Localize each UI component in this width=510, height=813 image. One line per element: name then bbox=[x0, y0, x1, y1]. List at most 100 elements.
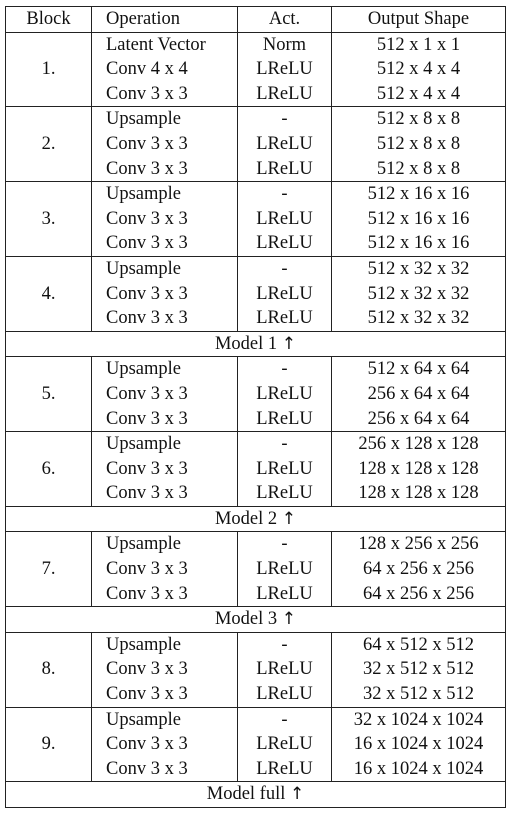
activation-line: LReLU bbox=[256, 208, 313, 229]
output-shape-line: 512 x 8 x 8 bbox=[376, 109, 461, 130]
operation-line: Conv 3 x 3 bbox=[106, 684, 188, 705]
operation-line: Upsample bbox=[106, 534, 182, 555]
output-shape-line: 512 x 1 x 1 bbox=[376, 34, 461, 55]
up-arrow-icon: ↑ bbox=[290, 784, 305, 805]
activation-line: LReLU bbox=[256, 408, 313, 429]
activation-line: LReLU bbox=[256, 483, 313, 504]
activation-line: LReLU bbox=[256, 758, 313, 779]
activation-cell: - LReLU LReLU bbox=[237, 431, 332, 507]
output-shape-cell: 512 x 1 x 1 512 x 4 x 4 512 x 4 x 4 bbox=[331, 31, 506, 108]
model-separator: Model 1 ↑ bbox=[5, 330, 506, 358]
output-shape-line: 64 x 512 x 512 bbox=[363, 634, 474, 655]
operation-line: Conv 3 x 3 bbox=[106, 734, 188, 755]
activation-cell: - LReLU LReLU bbox=[237, 531, 332, 608]
activation-line: - bbox=[281, 634, 288, 655]
output-shape-cell: 32 x 1024 x 1024 16 x 1024 x 1024 16 x 102… bbox=[331, 706, 506, 783]
header-block: Block bbox=[5, 6, 92, 33]
model-row: Model full ↑ bbox=[5, 781, 506, 808]
block-number: 3. bbox=[5, 181, 92, 257]
output-shape-cell: 512 x 16 x 16 512 x 16 x 16 512 x 16 x 16 bbox=[331, 181, 506, 257]
output-shape-line: 32 x 512 x 512 bbox=[363, 659, 474, 680]
up-arrow-icon: ↑ bbox=[281, 508, 297, 529]
activation-line: LReLU bbox=[256, 233, 313, 254]
activation-line: - bbox=[281, 258, 288, 279]
activation-line: - bbox=[281, 184, 288, 205]
block-number: 5. bbox=[5, 356, 92, 433]
activation-line: LReLU bbox=[256, 458, 313, 479]
block-row: 7. Upsample Conv 3 x 3 Conv 3 x 3 - LReLU LReL… bbox=[5, 531, 506, 608]
operation-cell: Upsample Conv 3 x 3 Conv 3 x 3 bbox=[91, 356, 238, 433]
output-shape-line: 512 x 8 x 8 bbox=[376, 133, 461, 154]
activation-line: LReLU bbox=[256, 283, 313, 304]
up-arrow-icon: ↑ bbox=[281, 333, 297, 354]
activation-line: - bbox=[281, 709, 288, 730]
block-number: 6. bbox=[5, 431, 92, 507]
model-separator: Model full ↑ bbox=[5, 781, 506, 808]
activation-line: LReLU bbox=[256, 734, 313, 755]
operation-cell: Upsample Conv 3 x 3 Conv 3 x 3 bbox=[91, 106, 238, 183]
activation-cell: - LReLU LReLU bbox=[237, 181, 332, 257]
output-shape-line: 512 x 4 x 4 bbox=[376, 59, 461, 80]
output-shape-cell: 128 x 256 x 256 64 x 256 x 256 64 x 256 x … bbox=[331, 531, 506, 608]
operation-line: Upsample bbox=[106, 258, 182, 279]
output-shape-line: 512 x 32 x 32 bbox=[367, 308, 470, 329]
activation-line: LReLU bbox=[256, 59, 313, 80]
output-shape-line: 64 x 256 x 256 bbox=[363, 583, 474, 604]
block-row: 4. Upsample Conv 3 x 3 Conv 3 x 3 - LReLU LReL… bbox=[5, 255, 506, 332]
output-shape-cell: 512 x 64 x 64 256 x 64 x 64 256 x 64 x 64 bbox=[331, 356, 506, 433]
operation-line: Conv 3 x 3 bbox=[106, 158, 188, 179]
block-row: 3. Upsample Conv 3 x 3 Conv 3 x 3 - LReLU LReL… bbox=[5, 181, 506, 257]
header-operation: Operation bbox=[91, 6, 238, 33]
activation-line: LReLU bbox=[256, 308, 313, 329]
model-separator: Model 3 ↑ bbox=[5, 606, 506, 633]
model-label: Model full bbox=[206, 784, 286, 805]
block-number: 7. bbox=[5, 531, 92, 608]
model-row: Model 3 ↑ bbox=[5, 606, 506, 633]
operation-cell: Upsample Conv 3 x 3 Conv 3 x 3 bbox=[91, 255, 238, 332]
activation-cell: - LReLU LReLU bbox=[237, 106, 332, 183]
output-shape-line: 128 x 256 x 256 bbox=[358, 534, 479, 555]
operation-line: Conv 3 x 3 bbox=[106, 559, 188, 580]
activation-line: LReLU bbox=[256, 659, 313, 680]
operation-line: Conv 3 x 3 bbox=[106, 659, 188, 680]
activation-cell: - LReLU LReLU bbox=[237, 356, 332, 433]
activation-cell: Norm LReLU LReLU bbox=[237, 31, 332, 108]
model-row: Model 2 ↑ bbox=[5, 505, 506, 533]
output-shape-line: 512 x 32 x 32 bbox=[367, 283, 470, 304]
operation-line: Conv 3 x 3 bbox=[106, 408, 188, 429]
header-row: Block Operation Act. Output Shape bbox=[5, 6, 506, 33]
activation-line: LReLU bbox=[256, 158, 313, 179]
model-row: Model 1 ↑ bbox=[5, 330, 506, 358]
activation-line: LReLU bbox=[256, 559, 313, 580]
operation-line: Upsample bbox=[106, 359, 182, 380]
operation-line: Upsample bbox=[106, 434, 182, 455]
output-shape-line: 64 x 256 x 256 bbox=[363, 559, 474, 580]
operation-line: Conv 3 x 3 bbox=[106, 283, 188, 304]
output-shape-line: 512 x 64 x 64 bbox=[367, 359, 470, 380]
operation-line: Conv 3 x 3 bbox=[106, 458, 188, 479]
activation-line: - bbox=[281, 359, 288, 380]
output-shape-line: 512 x 16 x 16 bbox=[367, 208, 470, 229]
block-number: 4. bbox=[5, 255, 92, 332]
output-shape-line: 512 x 16 x 16 bbox=[367, 233, 470, 254]
operation-line: Conv 3 x 3 bbox=[106, 758, 188, 779]
output-shape-line: 16 x 1024 x 1024 bbox=[353, 758, 484, 779]
output-shape-line: 16 x 1024 x 1024 bbox=[353, 734, 484, 755]
output-shape-line: 512 x 8 x 8 bbox=[376, 158, 461, 179]
output-shape-cell: 64 x 512 x 512 32 x 512 x 512 32 x 512 x 5… bbox=[331, 631, 506, 708]
operation-line: Conv 3 x 3 bbox=[106, 383, 188, 404]
operation-line: Upsample bbox=[106, 709, 182, 730]
output-shape-line: 512 x 4 x 4 bbox=[376, 83, 461, 104]
operation-cell: Upsample Conv 3 x 3 Conv 3 x 3 bbox=[91, 431, 238, 507]
operation-line: Upsample bbox=[106, 109, 182, 130]
output-shape-cell: 256 x 128 x 128 128 x 128 x 128 128 x 128 … bbox=[331, 431, 506, 507]
activation-cell: - LReLU LReLU bbox=[237, 255, 332, 332]
block-row: 8. Upsample Conv 3 x 3 Conv 3 x 3 - LReLU LReL… bbox=[5, 631, 506, 708]
operation-line: Latent Vector bbox=[106, 34, 206, 55]
output-shape-line: 512 x 32 x 32 bbox=[367, 258, 470, 279]
block-number: 9. bbox=[5, 706, 92, 783]
block-row: 1. Latent Vector Conv 4 x 4 Conv 3 x 3 Norm L… bbox=[5, 31, 506, 108]
block-row: 2. Upsample Conv 3 x 3 Conv 3 x 3 - LReLU LReL… bbox=[5, 106, 506, 183]
activation-line: LReLU bbox=[256, 83, 313, 104]
operation-line: Conv 3 x 3 bbox=[106, 233, 188, 254]
